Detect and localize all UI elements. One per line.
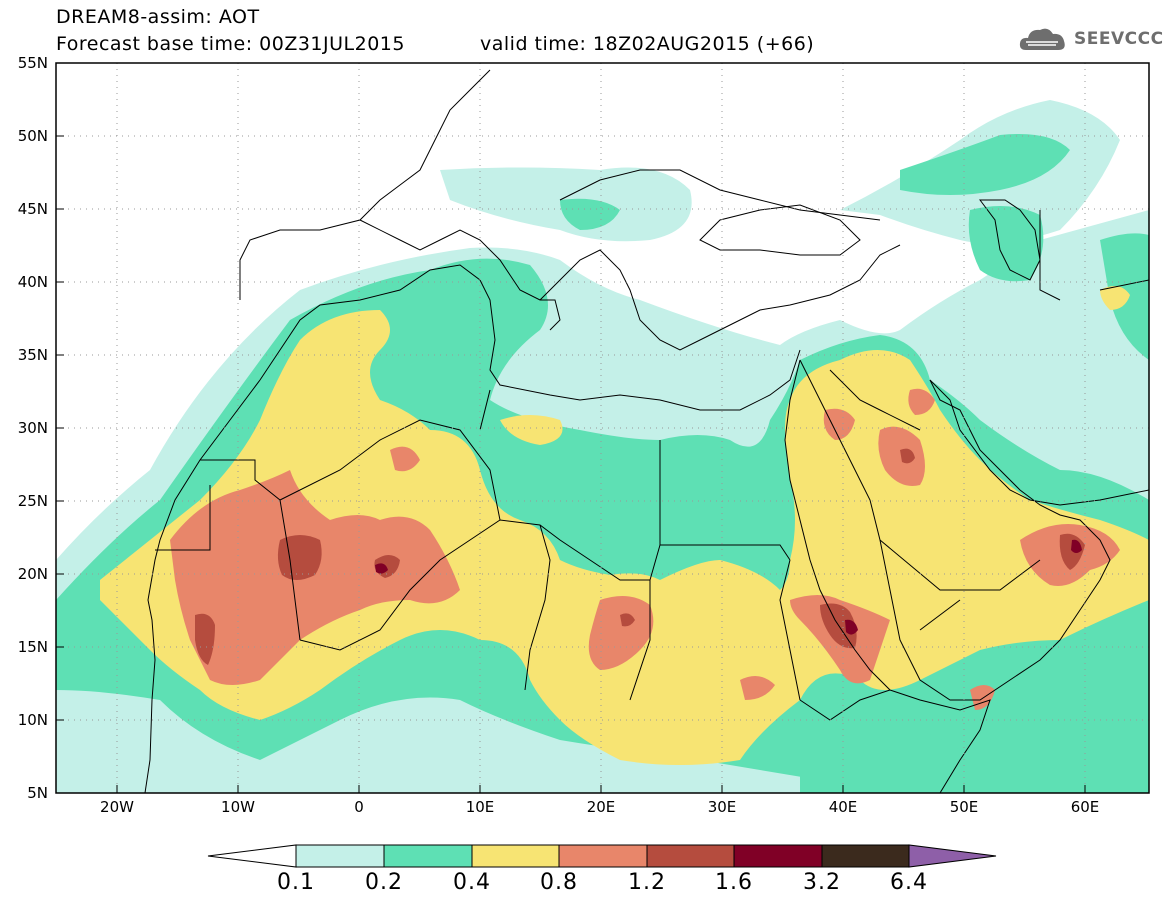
lat-label: 55N	[18, 54, 48, 72]
aot-field	[56, 100, 1149, 793]
lat-label: 45N	[18, 200, 48, 218]
lon-label: 0	[354, 798, 364, 816]
lat-labels: 55N 50N 45N 40N 35N 30N 25N 20N 15N 10N …	[18, 54, 48, 802]
lon-label: 10E	[466, 798, 495, 816]
cloud-icon	[1019, 28, 1065, 50]
lon-label: 30E	[708, 798, 737, 816]
lat-label: 10N	[18, 711, 48, 729]
colorbar-label: 0.8	[540, 870, 578, 895]
colorbar-label: 3.2	[803, 870, 841, 895]
lat-label: 15N	[18, 638, 48, 656]
lat-label: 40N	[18, 273, 48, 291]
colorbar-swatch	[821, 844, 910, 868]
colorbar	[207, 844, 997, 868]
graticule	[56, 63, 1149, 793]
lon-label: 10W	[221, 798, 255, 816]
colorbar-swatch	[646, 844, 735, 868]
colorbar-label: 1.2	[628, 870, 666, 895]
lat-label: 50N	[18, 127, 48, 145]
forecast-base-time: Forecast base time: 00Z31JUL2015	[56, 33, 405, 55]
colorbar-label: 0.4	[453, 870, 491, 895]
lat-label: 35N	[18, 346, 48, 364]
lat-label: 25N	[18, 492, 48, 510]
colorbar-swatch	[471, 844, 560, 868]
colorbar-swatch	[383, 844, 473, 868]
seevccc-logo: SEEVCCC	[1018, 22, 1164, 56]
lat-label: 30N	[18, 419, 48, 437]
lat-label: 5N	[27, 784, 48, 802]
coastlines	[144, 69, 1149, 793]
tick-marks	[56, 62, 1086, 793]
colorbar-label: 1.6	[715, 870, 753, 895]
lon-labels: 20W 10W 0 10E 20E 30E 40E 50E 60E	[100, 798, 1099, 816]
colorbar-label: 6.4	[890, 870, 928, 895]
lat-label: 20N	[18, 565, 48, 583]
lon-label: 40E	[829, 798, 858, 816]
map-title: DREAM8-assim: AOT	[56, 6, 260, 28]
lon-label: 50E	[950, 798, 979, 816]
valid-time: valid time: 18Z02AUG2015 (+66)	[480, 33, 815, 55]
colorbar-label: 0.1	[277, 870, 315, 895]
colorbar-under-triangle	[207, 844, 297, 868]
colorbar-over-triangle	[908, 844, 997, 868]
lon-label: 20E	[587, 798, 616, 816]
colorbar-swatch	[295, 844, 385, 868]
logo-text: SEEVCCC	[1074, 29, 1164, 49]
colorbar-swatch	[558, 844, 648, 868]
colorbar-label: 0.2	[365, 870, 403, 895]
colorbar-swatch	[733, 844, 823, 868]
lon-label: 60E	[1071, 798, 1100, 816]
lon-label: 20W	[100, 798, 134, 816]
